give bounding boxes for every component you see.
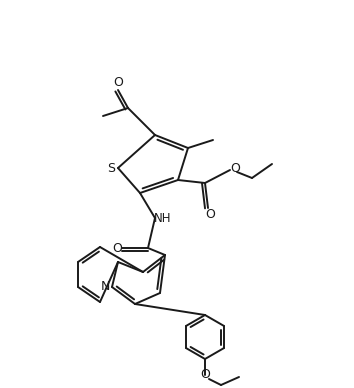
Text: O: O <box>112 241 122 255</box>
Text: NH: NH <box>154 211 172 225</box>
Text: O: O <box>200 369 210 381</box>
Text: O: O <box>113 76 123 90</box>
Text: O: O <box>230 161 240 175</box>
Text: N: N <box>100 281 110 293</box>
Text: S: S <box>107 161 115 175</box>
Text: O: O <box>205 208 215 222</box>
